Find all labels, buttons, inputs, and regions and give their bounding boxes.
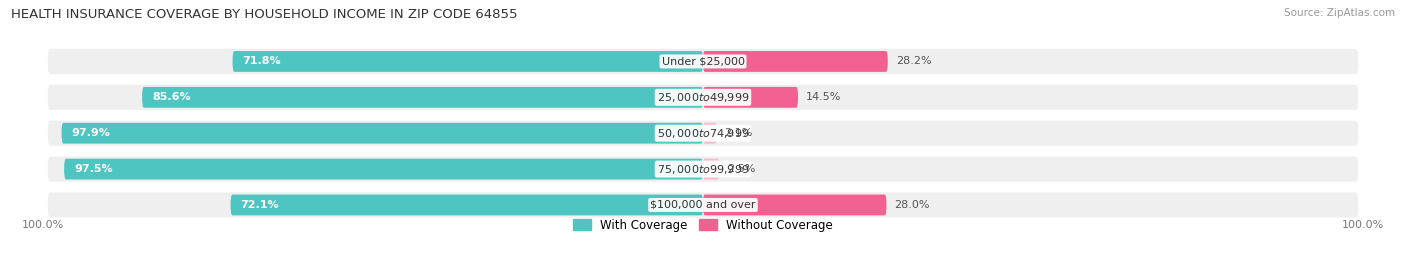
Text: 100.0%: 100.0%	[21, 220, 63, 230]
Legend: With Coverage, Without Coverage: With Coverage, Without Coverage	[568, 214, 838, 236]
FancyBboxPatch shape	[48, 157, 1358, 182]
Text: 28.0%: 28.0%	[894, 200, 929, 210]
Text: 2.1%: 2.1%	[724, 128, 754, 138]
Text: Under $25,000: Under $25,000	[661, 56, 745, 66]
FancyBboxPatch shape	[62, 123, 703, 144]
Text: HEALTH INSURANCE COVERAGE BY HOUSEHOLD INCOME IN ZIP CODE 64855: HEALTH INSURANCE COVERAGE BY HOUSEHOLD I…	[11, 8, 517, 21]
Text: 28.2%: 28.2%	[896, 56, 931, 66]
Text: 85.6%: 85.6%	[152, 92, 191, 102]
Text: $100,000 and over: $100,000 and over	[650, 200, 756, 210]
Text: 97.9%: 97.9%	[72, 128, 110, 138]
FancyBboxPatch shape	[48, 85, 1358, 110]
FancyBboxPatch shape	[703, 194, 886, 215]
Text: 72.1%: 72.1%	[240, 200, 278, 210]
Text: $75,000 to $99,999: $75,000 to $99,999	[657, 162, 749, 176]
Text: $25,000 to $49,999: $25,000 to $49,999	[657, 91, 749, 104]
FancyBboxPatch shape	[65, 159, 703, 179]
FancyBboxPatch shape	[232, 51, 703, 72]
FancyBboxPatch shape	[48, 192, 1358, 218]
Text: Source: ZipAtlas.com: Source: ZipAtlas.com	[1284, 8, 1395, 18]
FancyBboxPatch shape	[231, 194, 703, 215]
FancyBboxPatch shape	[703, 87, 799, 108]
FancyBboxPatch shape	[703, 123, 717, 144]
Text: 14.5%: 14.5%	[806, 92, 841, 102]
FancyBboxPatch shape	[703, 159, 720, 179]
Text: 100.0%: 100.0%	[1343, 220, 1385, 230]
FancyBboxPatch shape	[48, 121, 1358, 146]
FancyBboxPatch shape	[48, 49, 1358, 74]
FancyBboxPatch shape	[703, 51, 887, 72]
Text: 97.5%: 97.5%	[75, 164, 112, 174]
Text: 71.8%: 71.8%	[242, 56, 281, 66]
Text: $50,000 to $74,999: $50,000 to $74,999	[657, 127, 749, 140]
Text: 2.5%: 2.5%	[727, 164, 755, 174]
FancyBboxPatch shape	[142, 87, 703, 108]
